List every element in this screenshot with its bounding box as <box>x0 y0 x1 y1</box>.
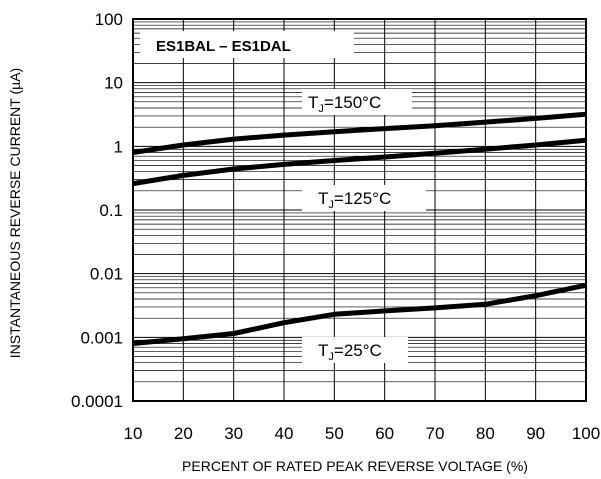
y-tick-label: 1 <box>114 137 123 156</box>
series-line-3 <box>132 282 587 346</box>
x-axis-title: PERCENT OF RATED PEAK REVERSE VOLTAGE (%… <box>182 458 528 474</box>
x-tick-label: 20 <box>174 424 193 443</box>
x-tick-label: 50 <box>325 424 344 443</box>
x-tick-label: 40 <box>275 424 294 443</box>
axis-titles: PERCENT OF RATED PEAK REVERSE VOLTAGE (%… <box>7 68 528 474</box>
y-tick-label: 100 <box>95 10 123 29</box>
curve-label-box <box>302 185 426 211</box>
chart-title: ES1BAL – ES1DAL <box>156 38 291 55</box>
x-tick-label: 60 <box>375 424 394 443</box>
curves <box>132 111 587 346</box>
y-axis-title: INSTANTANEOUS REVERSE CURRENT (µA) <box>7 68 23 358</box>
y-tick-label: 0.001 <box>80 328 123 347</box>
x-tick-label: 70 <box>426 424 445 443</box>
series-line-1 <box>132 111 587 155</box>
x-tick-label: 10 <box>124 424 143 443</box>
title-box <box>140 31 354 58</box>
curve-labels: ES1BAL – ES1DAL TJ=150°C TJ=125°C TJ=25°C <box>140 31 426 363</box>
y-tick-label: 0.01 <box>90 265 123 284</box>
x-tick-label: 100 <box>572 424 600 443</box>
plot-border <box>132 18 587 402</box>
x-tick-label: 90 <box>526 424 545 443</box>
x-tick-label: 80 <box>476 424 495 443</box>
curve-label-3: TJ=25°C <box>318 341 382 363</box>
x-tick-label: 30 <box>224 424 243 443</box>
series-line-2 <box>132 137 587 187</box>
curve-label-1: TJ=150°C <box>308 93 381 115</box>
curve-label-box <box>302 337 408 363</box>
curve-label-2: TJ=125°C <box>318 189 391 211</box>
plot-frame <box>132 18 587 402</box>
y-tick-label: 0.0001 <box>71 392 123 411</box>
y-tick-label: 0.1 <box>99 201 123 220</box>
curve-label-box <box>302 89 412 115</box>
tick-labels: 10 20 30 40 50 60 70 80 90 100 0.0001 0.001 0.01 0.1 1… <box>71 10 600 443</box>
y-tick-label: 10 <box>104 74 123 93</box>
